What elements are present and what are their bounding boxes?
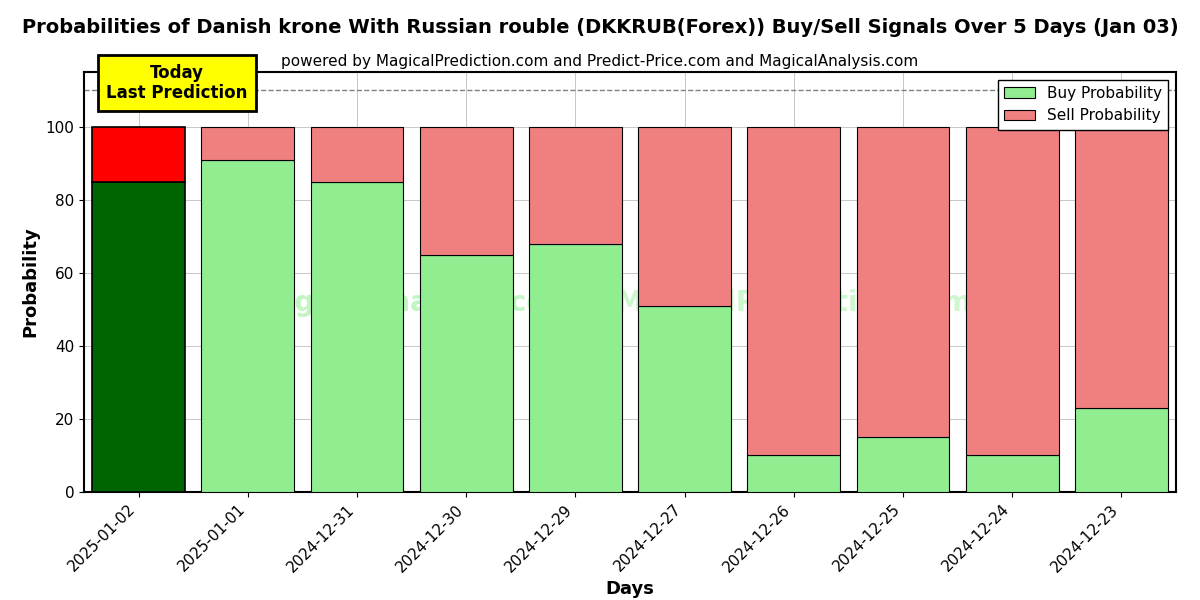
Bar [420,254,512,492]
Text: Today
Last Prediction: Today Last Prediction [106,64,247,103]
Bar [92,182,185,492]
Text: Probabilities of Danish krone With Russian rouble (DKKRUB(Forex)) Buy/Sell Signa: Probabilities of Danish krone With Russi… [22,18,1178,37]
Bar [311,127,403,182]
Bar [202,127,294,160]
Text: MagicalPrediction.com: MagicalPrediction.com [616,289,972,317]
Text: MagicalAnalysis.com: MagicalAnalysis.com [248,289,575,317]
Legend: Buy Probability, Sell Probability: Buy Probability, Sell Probability [998,80,1169,130]
Text: powered by MagicalPrediction.com and Predict-Price.com and MagicalAnalysis.com: powered by MagicalPrediction.com and Pre… [281,54,919,69]
Bar [857,437,949,492]
Bar [92,127,185,182]
Bar [529,244,622,492]
Bar [966,127,1058,455]
Bar [420,127,512,254]
Bar [748,127,840,455]
Bar [529,127,622,244]
Bar [638,127,731,306]
Bar [1075,408,1168,492]
Bar [1075,127,1168,408]
Bar [748,455,840,492]
Y-axis label: Probability: Probability [22,227,40,337]
Bar [857,127,949,437]
Bar [311,182,403,492]
Bar [638,306,731,492]
Bar [202,160,294,492]
X-axis label: Days: Days [606,580,654,598]
Bar [966,455,1058,492]
